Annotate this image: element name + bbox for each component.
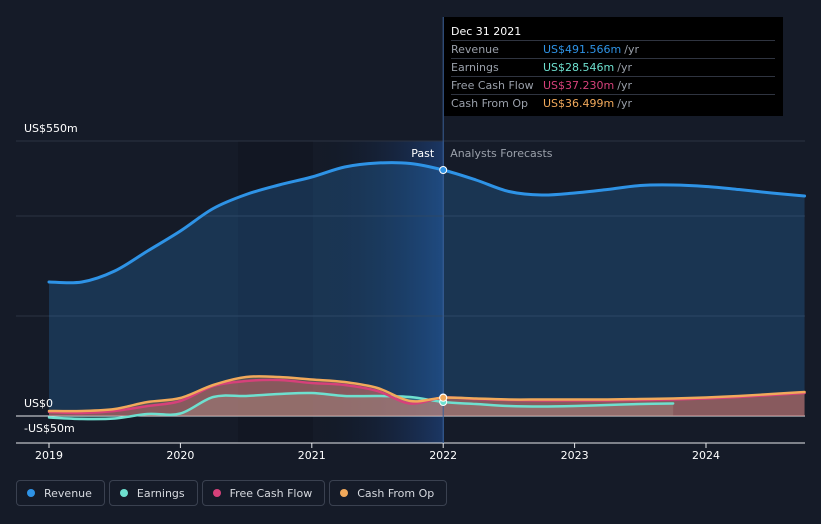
highlight-marker (439, 166, 448, 174)
tooltip-label: Earnings (451, 61, 499, 74)
legend-item-cash-from-op[interactable]: Cash From Op (329, 480, 448, 506)
legend-label: Cash From Op (357, 486, 435, 500)
data-tooltip: Dec 31 2021 Revenue US$491.566m /yr Earn… (444, 17, 783, 116)
x-tick-label: 2021 (298, 449, 326, 462)
cash-from-op-line (47, 375, 806, 413)
past-highlight-band (311, 141, 444, 443)
tooltip-row-revenue: Revenue US$491.566m /yr (451, 41, 775, 59)
y-axis-label-zero: US$0 (24, 397, 54, 410)
free-cash-flow-area (49, 379, 805, 416)
tooltip-unit: /yr (617, 79, 632, 92)
tooltip-value: US$36.499m (543, 97, 615, 110)
x-tick-label: 2022 (429, 449, 457, 462)
legend-item-revenue[interactable]: Revenue (16, 480, 105, 506)
tooltip-label: Revenue (451, 43, 499, 56)
cash-from-op-area (49, 376, 805, 416)
tooltip-label: Free Cash Flow (451, 79, 534, 92)
tooltip-value: US$28.546m (543, 61, 615, 74)
earnings-area (49, 392, 674, 420)
legend-label: Earnings (136, 486, 185, 500)
legend-dot-icon (340, 489, 349, 497)
legend-dot-icon (212, 489, 221, 497)
legend-label: Revenue (44, 486, 92, 500)
y-axis-label-top: US$550m (24, 122, 78, 135)
y-axis-label-bottom: -US$50m (24, 422, 75, 435)
tooltip-unit: /yr (617, 61, 632, 74)
tooltip-unit: /yr (624, 43, 639, 56)
legend: Revenue Earnings Free Cash Flow Cash Fro… (16, 480, 448, 506)
highlight-marker (439, 393, 448, 402)
tooltip-row-free-cash-flow: Free Cash Flow US$37.230m /yr (451, 77, 775, 95)
revenue-area (49, 162, 805, 416)
x-tick-label: 2019 (35, 449, 63, 462)
x-tick-label: 2024 (692, 449, 720, 462)
forecast-label: Analysts Forecasts (450, 147, 553, 160)
legend-label: Free Cash Flow (229, 486, 313, 500)
tooltip-row-earnings: Earnings US$28.546m /yr (451, 59, 775, 77)
legend-dot-icon (27, 489, 35, 497)
tooltip-value: US$37.230m (543, 79, 615, 92)
legend-dot-icon (119, 489, 128, 497)
x-tick-label: 2023 (561, 449, 589, 462)
tooltip-unit: /yr (617, 97, 632, 110)
earnings-line (47, 391, 675, 421)
tooltip-row-cash-from-op: Cash From Op US$36.499m /yr (451, 95, 775, 112)
revenue-line (47, 161, 807, 285)
legend-item-free-cash-flow[interactable]: Free Cash Flow (201, 480, 326, 506)
tooltip-value: US$491.566m (543, 43, 622, 56)
legend-item-earnings[interactable]: Earnings (108, 480, 198, 506)
x-tick-label: 2020 (166, 449, 194, 462)
past-label: Past (411, 147, 435, 160)
tooltip-label: Cash From Op (451, 97, 529, 110)
tooltip-date: Dec 31 2021 (451, 23, 775, 41)
